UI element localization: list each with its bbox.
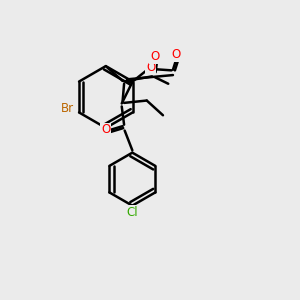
Text: O: O <box>150 50 160 63</box>
Text: O: O <box>172 48 181 61</box>
Text: O: O <box>146 61 155 74</box>
Text: Cl: Cl <box>127 206 138 219</box>
Text: O: O <box>101 124 110 136</box>
Text: Br: Br <box>61 101 74 115</box>
